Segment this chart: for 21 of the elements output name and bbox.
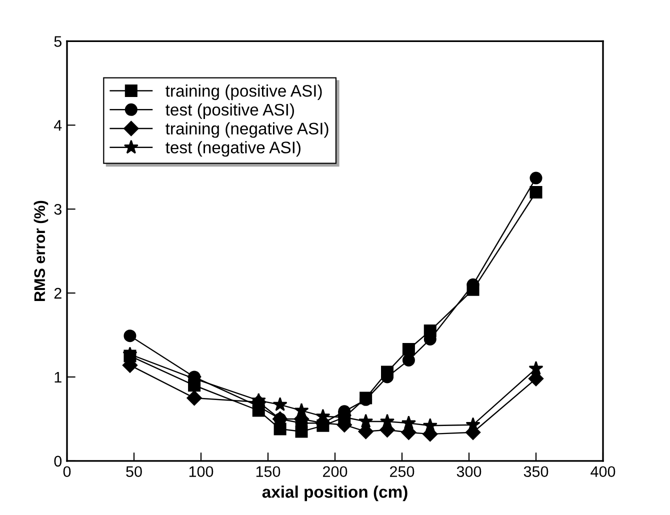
x-tick-label: 300 <box>456 466 482 478</box>
y-tick-label: 0 <box>54 456 62 467</box>
x-tick-label: 0 <box>63 466 71 478</box>
x-tick-label: 100 <box>189 466 214 478</box>
legend-label: test (negative ASI) <box>166 141 300 157</box>
y-tick-label: 3 <box>54 204 62 215</box>
legend-label: training (negative ASI) <box>166 122 328 138</box>
y-tick-label: 2 <box>54 288 62 299</box>
y-tick-label: 4 <box>54 120 62 131</box>
x-tick-label: 400 <box>590 466 616 478</box>
x-tick-label: 250 <box>390 466 414 478</box>
x-tick-label: 50 <box>126 466 142 478</box>
y-tick-label: 1 <box>54 372 62 383</box>
x-tick-label: 350 <box>524 466 548 478</box>
y-tick-label: 5 <box>54 36 62 47</box>
legend-label: test (positive ASI) <box>166 103 294 119</box>
legend-label: training (positive ASI) <box>166 84 322 100</box>
x-axis-title: axial position (cm) <box>262 486 408 502</box>
x-tick-label: 150 <box>256 466 280 478</box>
y-axis-title: RMS error (%) <box>34 200 48 301</box>
x-tick-label: 200 <box>323 466 348 478</box>
